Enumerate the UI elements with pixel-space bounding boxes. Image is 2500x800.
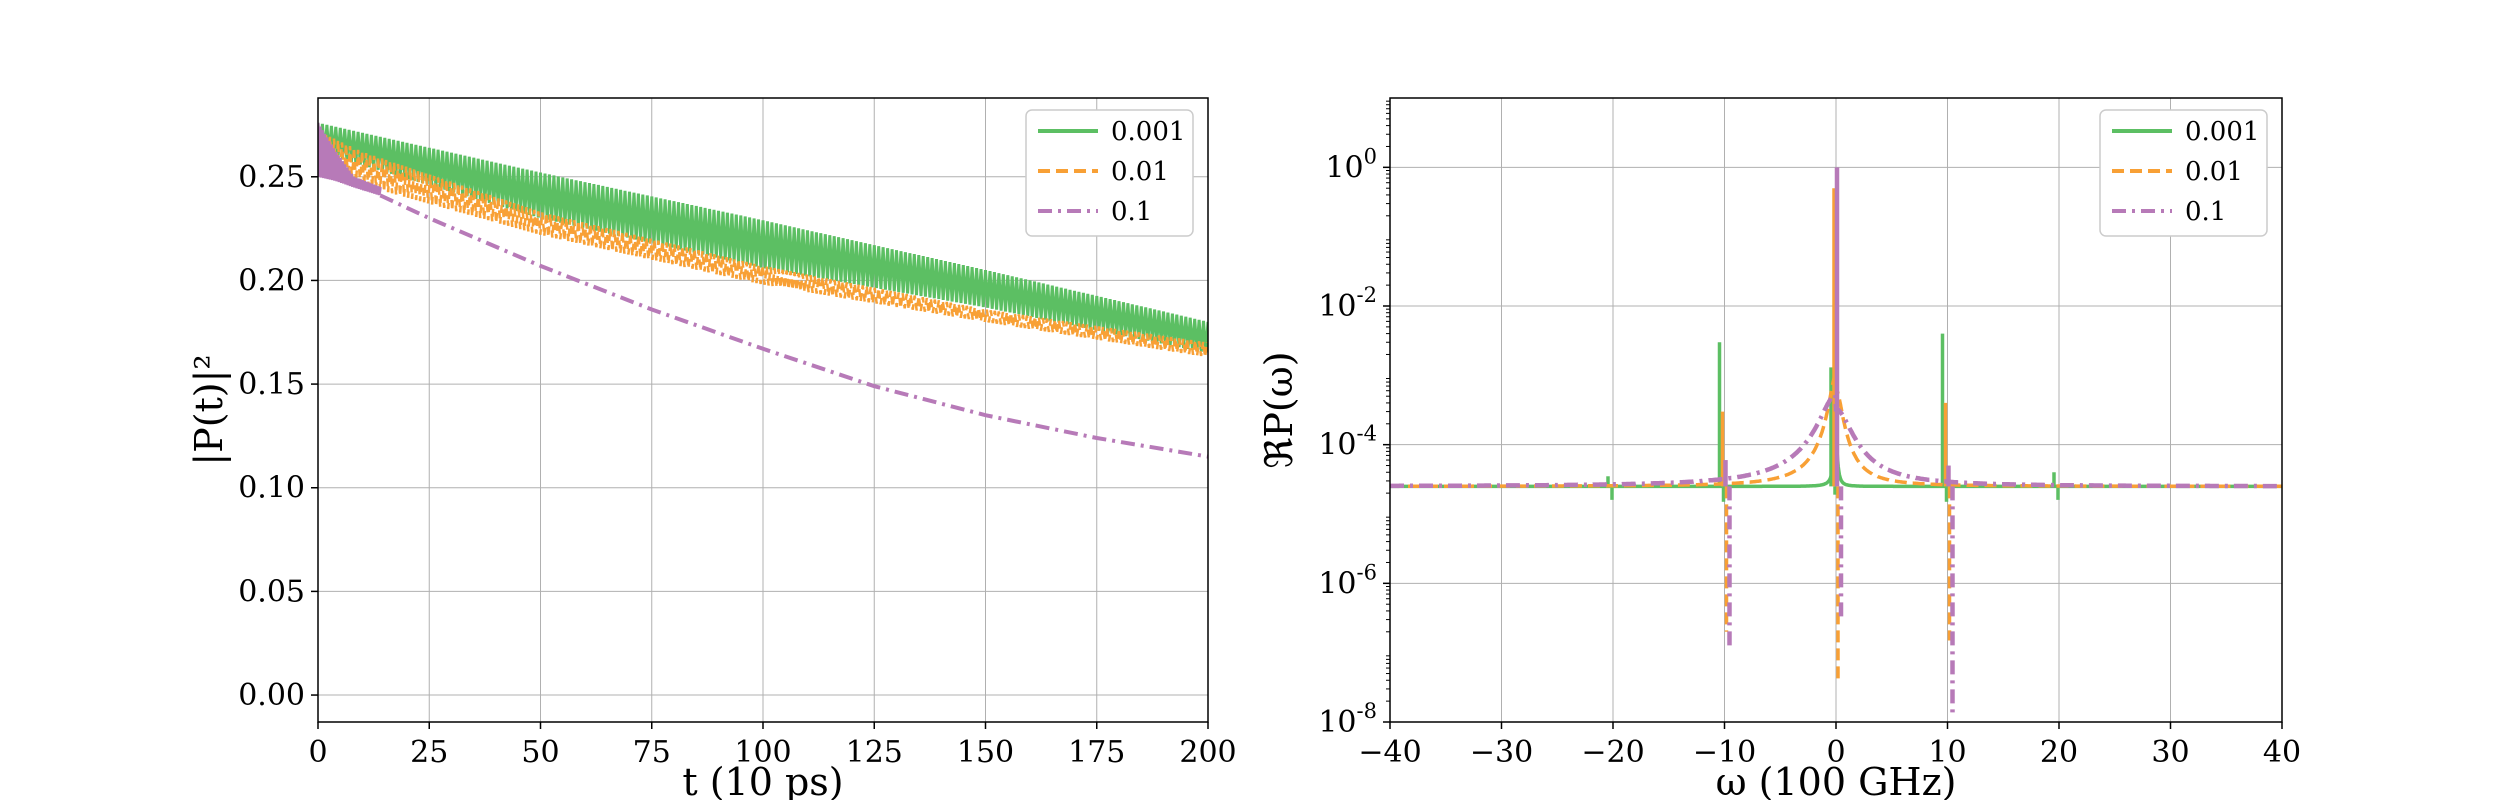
x-axis-title: ω (100 GHz) <box>1716 760 1957 800</box>
y-tick-label: 10-4 <box>1318 422 1377 463</box>
y-tick-exponent: -2 <box>1357 283 1377 307</box>
legend-box <box>2099 109 2268 237</box>
y-axis-title: ℜP(ω) <box>1257 351 1301 468</box>
y-tick-base: 10 <box>1318 566 1356 601</box>
x-tick-label: 125 <box>846 735 903 770</box>
x-tick-label: 200 <box>1179 735 1236 770</box>
legend: 0.001 0.01 0.1 <box>1025 109 1194 237</box>
x-tick-label: 0 <box>308 735 327 770</box>
legend-label: 0.001 <box>1111 117 1185 147</box>
y-tick-exponent: -4 <box>1357 422 1377 446</box>
series-0_1 <box>1390 167 2282 717</box>
y-tick-label: 0.00 <box>238 678 305 713</box>
x-tick-label: 20 <box>2040 735 2078 770</box>
plot-frame <box>1389 97 2283 723</box>
plot-frame <box>317 97 1209 723</box>
legend: 0.001 0.01 0.1 <box>2099 109 2268 237</box>
y-tick-label: 0.25 <box>238 160 305 195</box>
x-tick-label: 40 <box>2263 735 2301 770</box>
y-tick-label: 0.15 <box>238 367 305 402</box>
series-0_001 <box>318 122 1208 353</box>
x-tick-label: 0 <box>1826 735 1845 770</box>
y-tick-label: 0.10 <box>238 471 305 506</box>
y-tick-label: 0.05 <box>238 574 305 609</box>
y-tick-exponent: 0 <box>1364 144 1377 168</box>
y-tick-base: 10 <box>1318 289 1356 324</box>
legend-label: 0.1 <box>1111 197 1152 227</box>
x-tick-label: 25 <box>410 735 448 770</box>
y-tick-base: 10 <box>1318 705 1356 740</box>
left-chart-panel: 0 25 50 75 100 125 150 175 200 0.00 0.05 0.10 0.15 0.… <box>187 97 1237 800</box>
y-axis-title: |P(t)|² <box>187 354 231 465</box>
x-tick-label: −40 <box>1358 735 1421 770</box>
y-tick-label: 100 <box>1325 144 1377 185</box>
legend-label: 0.01 <box>2185 157 2243 187</box>
x-tick-label: −10 <box>1693 735 1756 770</box>
legend-box <box>1025 109 1194 237</box>
x-axis-title: t (10 ps) <box>682 760 843 800</box>
y-tick-label: 10-8 <box>1318 699 1377 740</box>
legend-label: 0.01 <box>1111 157 1169 187</box>
y-tick-label: 0.20 <box>238 263 305 298</box>
right-chart-panel: −40 −30 −20 −10 0 10 20 30 4010-810-610-410-2100… <box>1257 97 2301 800</box>
x-tick-label: 75 <box>633 735 671 770</box>
x-tick-label: 100 <box>734 735 791 770</box>
legend-label: 0.001 <box>2185 117 2259 147</box>
y-tick-exponent: -6 <box>1357 560 1377 584</box>
series-0_1 <box>318 122 1208 459</box>
x-tick-label: 50 <box>521 735 559 770</box>
y-tick-base: 10 <box>1318 428 1356 463</box>
x-tick-label: 10 <box>1928 735 1966 770</box>
y-tick-label: 10-2 <box>1318 283 1377 324</box>
series-line <box>318 122 1208 353</box>
series-line <box>379 193 1208 459</box>
x-tick-label: 175 <box>1068 735 1125 770</box>
x-tick-label: 30 <box>2151 735 2189 770</box>
y-tick-exponent: -8 <box>1357 699 1377 723</box>
y-tick-base: 10 <box>1325 150 1363 185</box>
x-tick-label: 150 <box>957 735 1014 770</box>
plot-area <box>318 122 1208 459</box>
legend-label: 0.1 <box>2185 197 2226 227</box>
x-tick-label: −30 <box>1470 735 1533 770</box>
x-tick-label: −20 <box>1581 735 1644 770</box>
y-tick-label: 10-6 <box>1318 560 1377 601</box>
series-band <box>318 122 382 196</box>
plot-area <box>1390 167 2282 717</box>
